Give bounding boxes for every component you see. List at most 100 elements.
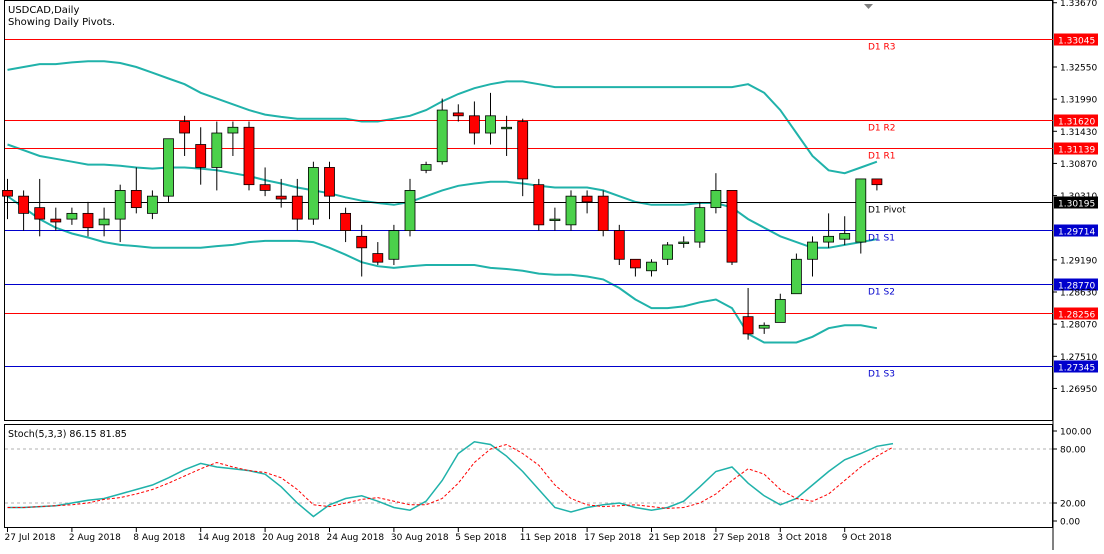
time-tick-label: 27 Jul 2018 [5,533,56,543]
pivot-value-text: 1.27345 [1058,364,1095,374]
candle-body [275,195,287,200]
candle-body [356,235,368,249]
candle-body [774,299,786,323]
pivot-level-label: D1 Pivot [868,206,906,216]
pivot-value-badge [1054,196,1098,209]
candle-body [871,178,883,186]
time-tick-label: 20 Aug 2018 [262,533,320,543]
candle-body [2,190,13,197]
pivot-level-label: D1 S2 [868,288,895,298]
candle-body [646,261,657,272]
candle-body [130,190,142,209]
candle-body [517,121,529,180]
candle-body [613,230,625,260]
pivot-level-label: D1 S1 [868,234,895,244]
candle-body [324,167,335,197]
pivot-value-text: 1.29714 [1058,228,1095,238]
candle-body [372,253,384,263]
candle-body [179,121,191,134]
candle-body [549,218,561,222]
stoch-tick-label: 100.00 [1060,428,1092,438]
candle-body [146,195,158,214]
candle-body [388,230,400,260]
time-tick-label: 2 Aug 2018 [69,533,121,543]
pivot-value-text: 1.31139 [1058,146,1095,156]
price-tick-label: 1.31430 [1060,128,1097,138]
pivot-lines: D1 R3 1.33045 D1 R2 1.31620 D1 R1 1.31139 D1 P… [5,33,1098,380]
candle-body [66,212,78,220]
pivot-value-badge [1054,307,1098,320]
price-tick-label: 1.28070 [1060,321,1097,331]
pivot-level-label: D1 S3 [868,370,895,380]
candle-body [114,190,126,220]
candle-body [823,235,834,243]
candle-body [259,184,271,191]
symbol-title: USDCAD,Daily [8,5,79,16]
pivot-level-label: D1 R2 [868,124,896,134]
candle-body [694,207,706,243]
price-tick-label: 1.30310 [1060,192,1097,202]
candle-body [243,126,255,186]
candle-body [726,190,738,263]
price-tick-label: 1.29190 [1060,256,1097,266]
time-tick-label: 30 Aug 2018 [391,533,449,543]
price-axis: 1.33670 1.32550 1.31990 1.31430 1.30870 1.303… [1053,0,1097,395]
pivot-value-text: 1.31620 [1058,118,1095,128]
candle-body [50,218,62,223]
price-tick-label: 1.32550 [1060,64,1097,74]
candle-body [307,167,319,220]
bollinger-lower-line [6,195,878,344]
price-tick-label: 1.31990 [1060,96,1097,106]
pivot-value-text: 1.33045 [1058,37,1095,47]
candle-body [533,184,545,226]
candle-body [678,241,690,244]
candle-body [597,195,609,231]
stoch-signal-line [7,443,894,509]
scroll-marker-icon[interactable] [864,4,873,9]
time-tick-label: 11 Sep 2018 [520,533,577,543]
pivot-value-badge [1054,224,1098,237]
time-axis: 27 Jul 2018 2 Aug 2018 8 Aug 2018 14 Aug 20… [5,527,892,543]
time-tick-label: 8 Aug 2018 [133,533,185,543]
candle-body [98,218,110,226]
candle-body [195,144,207,168]
candle-body [758,324,770,329]
stoch-tick-label: 80.00 [1060,446,1086,456]
candle-body [227,126,239,134]
candle-body [18,195,30,214]
time-tick-label: 21 Sep 2018 [649,533,706,543]
time-tick-label: 14 Aug 2018 [198,533,256,543]
stochastic-oscillator: 100.00 80.00 20.00 0.00 [5,428,1092,528]
candle-body [452,112,464,117]
pivot-value-badge [1054,360,1098,373]
pivot-subtitle: Showing Daily Pivots. [8,17,115,28]
candle-body [436,109,448,163]
pivot-value-badge [1054,278,1098,291]
candle-body [807,241,818,260]
candle-body [404,190,416,231]
candle-body [211,132,223,168]
stoch-title: Stoch(5,3,3) 86.15 81.85 [8,429,127,440]
candle-body [501,126,513,130]
pivot-value-badge [1054,114,1098,127]
candle-body [791,258,802,295]
stoch-pane-frame [4,424,1053,528]
time-tick-label: 24 Aug 2018 [327,533,385,543]
stoch-main-line [7,441,894,518]
pivot-value-text: 1.28770 [1058,282,1095,292]
candle-body [710,190,722,209]
time-tick-label: 5 Sep 2018 [455,533,507,543]
candle-body [485,115,496,134]
stoch-tick-label: 0.00 [1060,518,1080,528]
candle-body [581,195,593,203]
price-tick-label: 1.26950 [1060,385,1097,395]
pivot-value-badge [1054,33,1098,46]
candle-body [340,212,352,231]
candle-body [662,244,673,260]
candle-body [82,212,94,229]
pivot-value-text: 1.28256 [1058,311,1095,321]
candle-body [565,195,577,226]
stoch-tick-label: 20.00 [1060,500,1086,510]
